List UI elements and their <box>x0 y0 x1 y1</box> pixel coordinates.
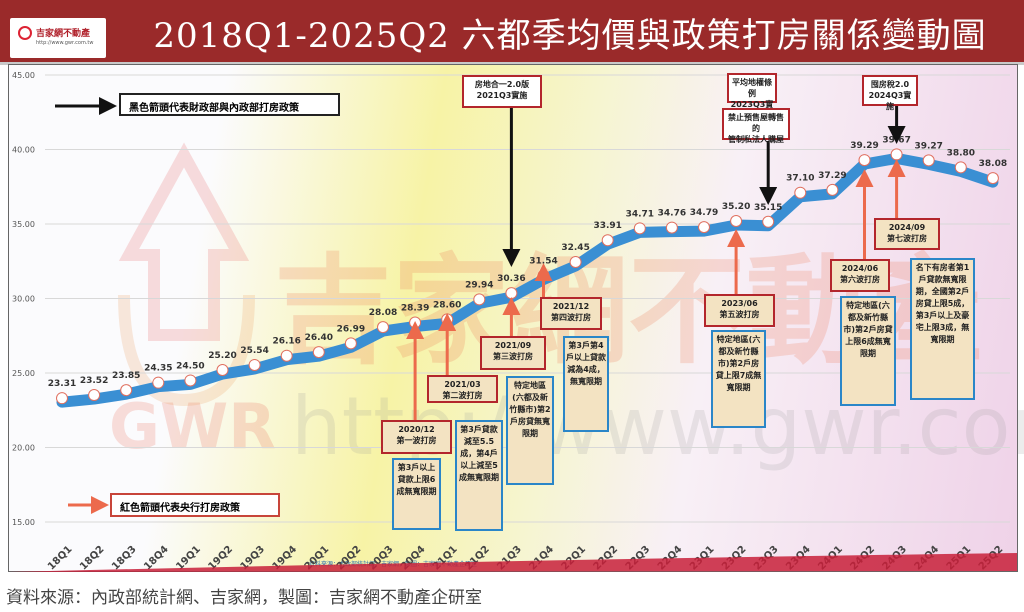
policy-detail-box: 第3戶以上貸款上限6成無寬限期 <box>392 458 441 530</box>
data-point <box>184 374 197 387</box>
data-point <box>922 154 935 167</box>
data-point <box>280 349 293 362</box>
data-label: 23.31 <box>48 379 76 389</box>
policy-detail-box: 名下有房者第1戶貸款無寬限期，全國第2戶房貸上限5成，第3戶以上及豪宅上限3成，… <box>910 258 975 400</box>
data-label: 32.45 <box>561 243 589 253</box>
data-label: 28.08 <box>369 308 397 318</box>
legend-black: 黑色箭頭代表財政部與內政部打房政策 <box>119 93 340 116</box>
x-tick-label: 18Q3 <box>110 544 139 573</box>
data-point <box>505 287 518 300</box>
data-label: 24.50 <box>176 361 204 371</box>
red-annotation-box: 2020/12 第一波打房 <box>381 420 452 454</box>
data-label: 34.71 <box>626 209 654 219</box>
x-tick-label: 18Q4 <box>142 544 171 573</box>
data-point <box>248 358 261 371</box>
data-point <box>665 221 678 234</box>
data-point <box>377 321 389 334</box>
y-tick-label: 25.00 <box>12 369 35 378</box>
y-tick-label: 40.00 <box>12 146 35 155</box>
policy-detail-box: 特定地區(六都及新竹縣市)第2戶房貸無寬限期 <box>506 376 554 485</box>
data-point <box>762 215 775 228</box>
data-point <box>858 154 871 167</box>
red-annotation-box: 2024/09 第七波打房 <box>874 218 940 250</box>
logo-mark-icon <box>18 26 32 40</box>
policy-detail-box: 第3戶貸款減至5.5成，第4戶以上減至5成無寬限期 <box>455 420 503 531</box>
data-label: 28.60 <box>433 300 461 310</box>
title-banner: 吉家網不動產 http://www.gwr.com.tw 2018Q1-2025… <box>0 0 1024 65</box>
footer-source: 資料來源：內政部統計網、吉家網，製圖：吉家網不動產企研室 <box>6 588 482 608</box>
data-label: 31.54 <box>529 257 557 267</box>
data-point <box>152 376 165 389</box>
policy-detail-box: 特定地區(六都及新竹縣市)第2戶房貸上限6成無寬限期 <box>840 296 896 406</box>
black-annotation-box: 平均地權條例2023Q3實施 <box>727 73 777 120</box>
legend-red: 紅色箭頭代表央行打房政策 <box>110 493 280 517</box>
data-point <box>601 234 614 247</box>
data-point <box>344 337 357 350</box>
data-point <box>473 293 486 306</box>
data-label: 26.99 <box>337 324 365 334</box>
x-tick-label: 18Q1 <box>46 544 75 573</box>
data-point <box>120 384 133 397</box>
policy-detail-box: 特定地區(六都及新竹縣市)第2戶房貸上限7成無寬限期 <box>711 330 766 428</box>
data-point <box>794 186 807 199</box>
data-label: 38.80 <box>947 148 975 158</box>
red-annotation-box: 2023/06 第五波打房 <box>704 294 775 327</box>
x-tick-label: 18Q2 <box>78 544 107 573</box>
data-point <box>890 148 903 161</box>
data-label: 39.27 <box>914 141 942 151</box>
data-point <box>633 222 646 235</box>
black-annotation-box: 囤房稅2.0 2024Q3實施 <box>862 75 918 111</box>
black-annotation-sub-box: 禁止預售屋轉售的 管制私法人購屋 <box>722 108 790 144</box>
y-tick-label: 35.00 <box>12 220 35 229</box>
data-point <box>698 221 710 234</box>
y-tick-label: 45.00 <box>12 71 35 80</box>
data-label: 26.16 <box>272 337 300 347</box>
black-annotation-box: 房地合一2.0版 2021Q3實施 <box>462 75 542 108</box>
red-annotation-box: 2021/12 第四波打房 <box>540 297 602 330</box>
data-label: 39.67 <box>882 135 910 145</box>
data-label: 23.85 <box>112 371 140 381</box>
data-point <box>954 161 967 174</box>
data-point <box>730 215 743 228</box>
y-tick-label: 20.00 <box>12 444 35 453</box>
page-title: 2018Q1-2025Q2 六都季均價與政策打房關係變動圖 <box>153 16 987 56</box>
y-tick-label: 15.00 <box>12 518 35 527</box>
data-label: 34.76 <box>658 209 686 219</box>
y-tick-label: 30.00 <box>12 295 35 304</box>
red-annotation-box: 2021/03 第二波打房 <box>427 375 498 403</box>
data-point <box>312 346 325 359</box>
data-point <box>986 172 999 185</box>
data-label: 25.54 <box>240 346 268 356</box>
data-label: 23.52 <box>80 376 108 386</box>
data-label: 28.39 <box>401 303 429 313</box>
bottom-swoosh <box>9 553 1017 572</box>
logo-url: http://www.gwr.com.tw <box>36 40 94 46</box>
data-label: 24.35 <box>144 364 172 374</box>
data-label: 26.40 <box>305 333 333 343</box>
data-point <box>569 255 582 268</box>
data-label: 39.29 <box>850 141 878 151</box>
data-label: 30.36 <box>497 274 525 284</box>
logo: 吉家網不動產 http://www.gwr.com.tw <box>10 18 106 58</box>
data-label: 29.94 <box>465 280 493 290</box>
data-point <box>409 316 422 329</box>
red-annotation-box: 2021/09 第三波打房 <box>480 336 546 370</box>
data-label: 34.79 <box>690 208 718 218</box>
logo-text: 吉家網不動產 <box>36 29 91 39</box>
data-point <box>88 389 101 402</box>
data-label: 37.10 <box>786 174 814 184</box>
data-label: 37.29 <box>818 171 846 181</box>
data-label: 35.20 <box>722 202 750 212</box>
policy-detail-box: 第3戶第4戶以上貸款減為4成，無寬限期 <box>563 336 609 432</box>
data-point <box>826 183 839 196</box>
red-annotation-box: 2024/06 第六波打房 <box>830 259 890 292</box>
watermark-house-icon <box>118 142 255 407</box>
data-point <box>216 364 229 377</box>
data-point <box>56 392 68 405</box>
data-label: 38.08 <box>979 159 1007 169</box>
data-label: 33.91 <box>593 221 621 231</box>
data-label: 25.20 <box>208 351 236 361</box>
data-label: 35.15 <box>754 203 782 213</box>
